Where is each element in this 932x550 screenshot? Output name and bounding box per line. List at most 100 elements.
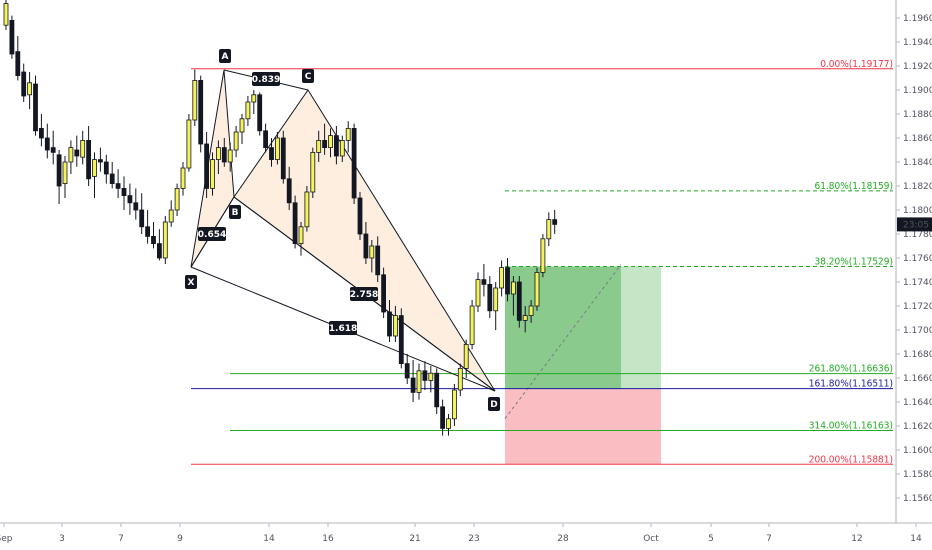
candle-up [522, 315, 528, 321]
point-badge [302, 69, 314, 83]
candle-down [422, 370, 428, 381]
price-tick-label: 1.15800 [903, 470, 932, 480]
candle-up [316, 139, 322, 153]
candle-down [103, 161, 109, 175]
candle-up [510, 281, 516, 295]
candle-down [375, 245, 381, 276]
price-tick-label: 1.17000 [903, 326, 932, 336]
candle-down [280, 137, 286, 180]
price-tick-label: 1.17400 [903, 278, 932, 288]
point-label-d: D [490, 400, 497, 410]
candle-down [33, 83, 38, 132]
candle-up [534, 271, 540, 307]
candle-down [21, 71, 27, 97]
point-badge [488, 397, 500, 411]
position-path [504, 264, 622, 419]
candle-down [198, 80, 204, 145]
ratio-label: 0.839 [252, 75, 280, 85]
price-axis: 1.19600 1.19400 1.19200 1.19000 1.18800 1.186… [895, 0, 932, 523]
candle-down [50, 147, 56, 153]
candlesticks [3, 0, 558, 436]
point-label-c: C [305, 72, 312, 82]
candle-up [27, 82, 33, 96]
ratio-badge [198, 227, 226, 241]
fib-label: 200.00%(1.15881) [809, 454, 893, 465]
candle-down [286, 178, 292, 204]
candle-down [44, 137, 50, 151]
candle-down [481, 279, 487, 285]
ratio-label: 1.618 [329, 324, 357, 334]
time-tick-label: 12 [851, 534, 862, 544]
point-label-a: A [222, 52, 229, 62]
candle-down [552, 219, 558, 225]
candle-up [298, 226, 304, 245]
price-tick-label: 1.16000 [903, 446, 932, 456]
price-tick-label: 1.17600 [903, 254, 932, 264]
stop-zone [505, 388, 661, 465]
candle-up [463, 343, 469, 369]
candle-down [204, 143, 210, 189]
candle-down [398, 315, 404, 365]
candle-up [162, 221, 168, 259]
point-badge [229, 205, 241, 219]
candle-up [168, 209, 174, 223]
candle-up [451, 389, 457, 420]
candle-down [292, 202, 298, 245]
candle-up [251, 94, 257, 103]
time-tick-label: 5 [708, 534, 714, 544]
candle-down [56, 154, 62, 187]
profit-zone-extension [621, 266, 661, 389]
price-tick-label: 1.19200 [903, 62, 932, 72]
price-tick-label: 1.17800 [903, 230, 932, 240]
candle-up [469, 305, 475, 345]
candle-down [133, 202, 139, 211]
candle-down [381, 274, 387, 313]
candle-down [440, 406, 446, 429]
candle-down [139, 209, 145, 228]
candle-up [546, 219, 552, 240]
time-tick-label: 3 [59, 534, 65, 544]
candle-up [80, 139, 86, 158]
ratio-badge [252, 72, 280, 86]
candle-down [15, 51, 21, 76]
candle-down [404, 363, 410, 379]
fib-label: 61.80%(1.18159) [814, 181, 893, 192]
price-tick-label: 1.17200 [903, 302, 932, 312]
price-tick-label: 1.18200 [903, 182, 932, 192]
candle-down [505, 267, 510, 295]
candle-up [174, 187, 180, 211]
fib-label: 38.20%(1.17529) [814, 257, 893, 268]
candle-up [310, 151, 316, 193]
candle-up [540, 238, 546, 273]
candle-up [274, 137, 280, 161]
candle-down [109, 173, 115, 185]
point-badge [219, 49, 231, 63]
candle-down [516, 281, 522, 321]
candle-down [357, 197, 363, 235]
time-tick-label: 16 [322, 534, 334, 544]
candle-up [186, 119, 192, 169]
candle-up [392, 315, 398, 337]
fib-label: 314.00%(1.16163) [809, 420, 893, 431]
time-tick-label: 14 [263, 534, 275, 544]
candle-down [363, 233, 369, 259]
candle-up [369, 245, 375, 259]
position-zones [504, 264, 661, 465]
time-axis: Sep 3 7 9 14 16 21 23 28 Oct 5 7 12 14 [0, 522, 932, 544]
candle-down [410, 377, 416, 393]
ratio-label: 2.758 [350, 290, 378, 300]
profit-zone [505, 266, 621, 389]
time-tick-label: 7 [118, 534, 124, 544]
last-price-badge [897, 217, 932, 232]
price-tick-label: 1.16400 [903, 398, 932, 408]
last-price-label: 23:05 [903, 220, 929, 230]
time-tick-label: 28 [557, 534, 569, 544]
point-label-b: B [232, 208, 239, 218]
fib-label: 0.00%(1.19177) [820, 59, 893, 70]
candle-down [98, 159, 103, 163]
ratio-badge [350, 287, 378, 301]
candle-up [304, 191, 310, 228]
candle-down [351, 127, 357, 199]
candle-down [145, 226, 151, 237]
